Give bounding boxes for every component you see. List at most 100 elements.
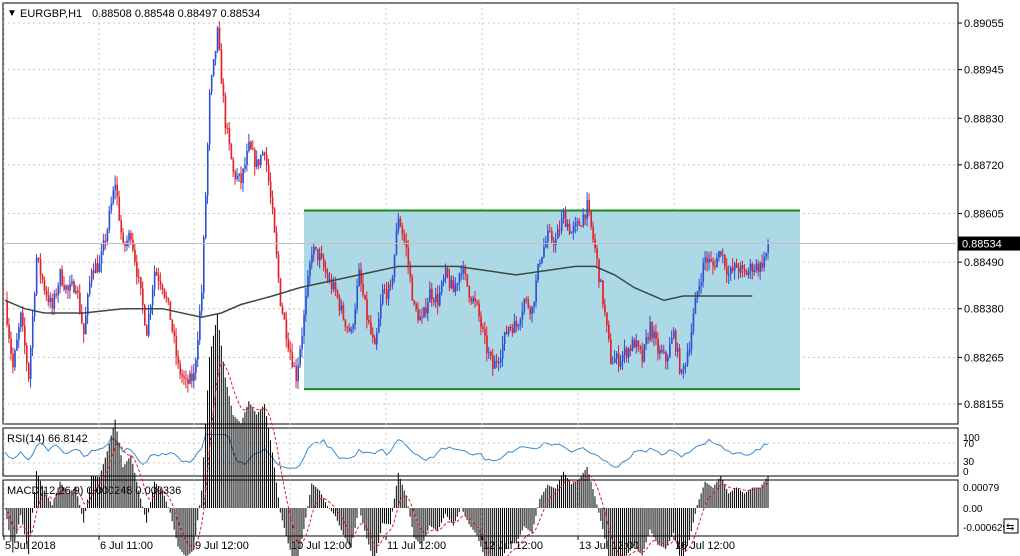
candle-body [124,242,126,247]
candle-body [722,254,724,256]
candle-body [153,271,156,290]
candle-body [458,273,461,284]
time-tick-label: 6 Jul 11:00 [100,540,153,552]
candle-body [138,276,140,278]
candle-body [747,270,750,275]
candle-body [90,270,93,283]
candle-body [651,322,653,339]
candle-body [12,353,14,368]
candle-body [175,336,178,357]
candle-body [342,305,345,320]
candle-body [203,237,205,293]
candle-body [600,280,602,283]
candle-body [362,283,364,295]
candle-body [391,277,394,286]
candle-body [183,376,185,379]
candle-body [767,243,769,253]
rsi-tick-0: 0 [963,467,969,478]
candle-body [657,338,659,354]
candle-body [258,159,260,166]
dropdown-arrow-icon[interactable]: ▼ [7,8,17,19]
candle-body [527,299,530,308]
candle-body [724,254,726,267]
candle-body [322,257,325,268]
candle-body [368,320,370,323]
candle-body [523,299,526,312]
candle-body [545,241,547,248]
candle-body [427,302,429,314]
candle-body [562,211,565,219]
rsi-tick-70: 70 [963,439,975,450]
candle-body [623,348,626,356]
candle-body [574,223,577,227]
candle-body [18,327,20,340]
candle-body [437,294,439,306]
candle-body [702,262,705,283]
candle-body [346,326,349,328]
candle-body [739,265,742,273]
candle-body [678,348,681,373]
candle-body [478,303,480,317]
candle-body [79,292,81,313]
candle-body [694,298,697,315]
candle-body [10,338,12,354]
candle-body [287,339,290,350]
candle-body [509,326,512,328]
candle-body [661,349,663,353]
candle-body [285,319,288,340]
candle-body [525,299,528,301]
candle-body [140,277,142,289]
candle-body [423,307,425,317]
candle-body [533,302,535,307]
chart-shift-handle[interactable]: ⇆ [1003,518,1019,534]
candle-body [305,295,307,315]
candle-body [696,291,699,299]
candle-body [226,128,229,130]
candle-body [438,292,441,306]
candle-body [671,337,673,344]
candle-body [230,143,233,160]
candle-body [277,254,280,279]
candle-body [612,362,614,364]
candle-body [409,264,412,277]
candle-body [637,340,640,347]
candle-body [376,332,378,345]
candle-body [37,257,40,260]
candle-body [344,319,347,327]
candle-body [529,307,532,314]
candle-body [531,306,534,314]
candle-body [281,305,284,314]
candle-body [210,75,213,93]
candle-body [144,305,146,326]
candle-body [250,141,252,149]
candle-body [92,270,95,274]
candle-body [383,289,386,291]
candle-body [256,159,258,167]
candle-body [315,246,317,249]
candle-body [627,348,630,358]
candle-body [751,264,754,272]
candle-body [743,268,746,273]
candle-body [629,348,632,351]
candle-body [393,254,396,278]
candle-body [442,278,445,282]
candle-body [352,324,355,330]
candle-body [295,365,298,382]
candle-body [464,266,467,275]
candle-body [63,285,65,290]
time-tick-label: 11 Jul 12:00 [387,540,446,552]
candle-body [551,231,553,241]
candle-body [311,254,313,264]
candle-body [22,312,24,326]
candle-body [704,257,707,263]
candle-body [181,374,183,377]
rsi-panel[interactable] [2,427,959,477]
candle-body [505,332,508,335]
macd-tick-high: 0.00079 [963,483,1000,494]
candle-body [100,251,103,264]
candle-body [293,365,296,367]
candle-body [684,364,687,366]
current-price-label: 0.88534 [962,239,1002,251]
candle-body [246,150,248,165]
